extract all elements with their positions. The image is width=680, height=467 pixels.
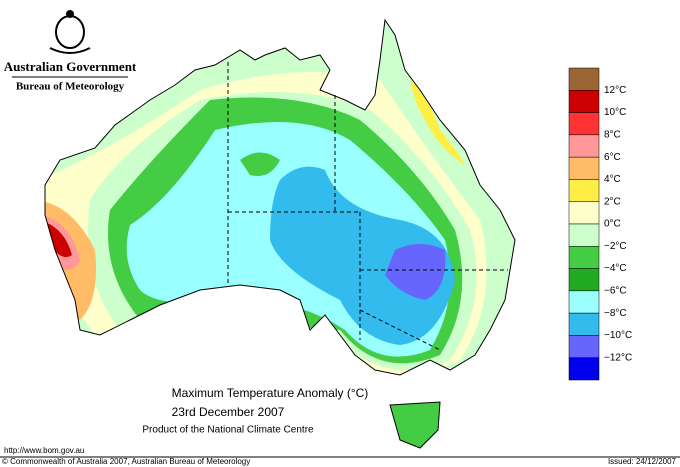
- legend-label: 8°C: [604, 129, 621, 140]
- legend-swatch: [568, 134, 600, 158]
- legend-swatch: [568, 268, 600, 292]
- legend-swatch: [568, 67, 600, 91]
- issued: Issued: 24/12/2007: [608, 457, 677, 466]
- government: Australian Government: [4, 59, 137, 74]
- tasmania: [389, 401, 441, 449]
- legend-swatch: [568, 90, 600, 113]
- url: http://www.bom.gov.au: [4, 446, 84, 455]
- legend-label: −6°C: [604, 285, 627, 296]
- state-borders: [227, 62, 508, 351]
- copyright: © Commonwealth of Australia 2007, Austra…: [2, 457, 250, 466]
- legend-label: −8°C: [604, 308, 627, 319]
- legend-label: 2°C: [604, 196, 621, 207]
- legend-swatch: [568, 246, 600, 269]
- crest: [49, 10, 91, 54]
- legend-swatch: [568, 357, 600, 381]
- legend-swatch: [568, 312, 600, 336]
- legend-label: −2°C: [604, 241, 627, 252]
- legend-swatch: [568, 201, 600, 225]
- legend: 12°C 10°C 8°C 6°C 4°C 2°C 0°C −2°C −4°C −6°C −8°C −…: [568, 67, 632, 381]
- legend-swatch: [568, 179, 600, 202]
- map-product: Product of the National Climate Centre: [142, 425, 314, 436]
- legend-swatch: [568, 223, 600, 247]
- legend-swatch: [568, 335, 600, 358]
- legend-label: 0°C: [604, 219, 621, 230]
- legend-label: −4°C: [604, 263, 627, 274]
- legend-label: 4°C: [604, 174, 621, 185]
- map-title: Maximum Temperature Anomaly (°C): [172, 386, 369, 400]
- map-date: 23rd December 2007: [172, 405, 285, 419]
- legend-swatch: [568, 112, 600, 136]
- legend-label: 6°C: [604, 152, 621, 163]
- legend-label: 12°C: [604, 85, 626, 96]
- legend-swatch: [568, 156, 600, 180]
- legend-label: −12°C: [604, 352, 632, 363]
- legend-label: −10°C: [604, 330, 632, 341]
- legend-label: 10°C: [604, 107, 626, 118]
- bureau: Bureau of Meteorology: [16, 81, 125, 93]
- legend-swatch: [568, 290, 600, 314]
